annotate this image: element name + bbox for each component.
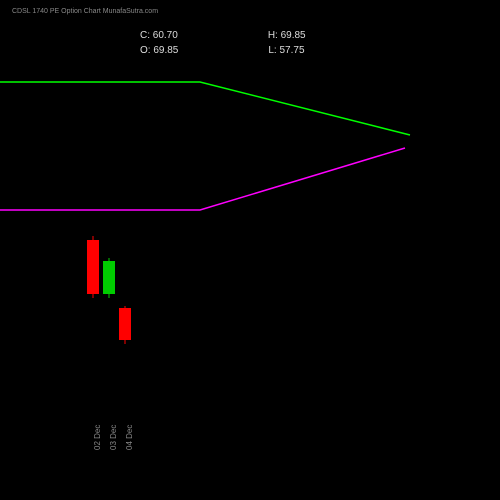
candle: [103, 258, 115, 298]
candles-layer: [87, 236, 131, 344]
lines-layer: [0, 82, 410, 210]
chart-container: CDSL 1740 PE Option Chart MunafaSutra.co…: [0, 0, 500, 500]
candle-body: [103, 261, 115, 294]
candle: [119, 306, 131, 344]
chart-plot: [0, 0, 500, 500]
x-axis-label: 02 Dec: [93, 425, 102, 450]
x-axis-label: 03 Dec: [109, 425, 118, 450]
candle-body: [87, 240, 99, 294]
candle-body: [119, 308, 131, 340]
candle: [87, 236, 99, 298]
upper-band-line: [0, 82, 410, 135]
x-axis-label: 04 Dec: [125, 425, 134, 450]
lower-band-line: [0, 148, 405, 210]
